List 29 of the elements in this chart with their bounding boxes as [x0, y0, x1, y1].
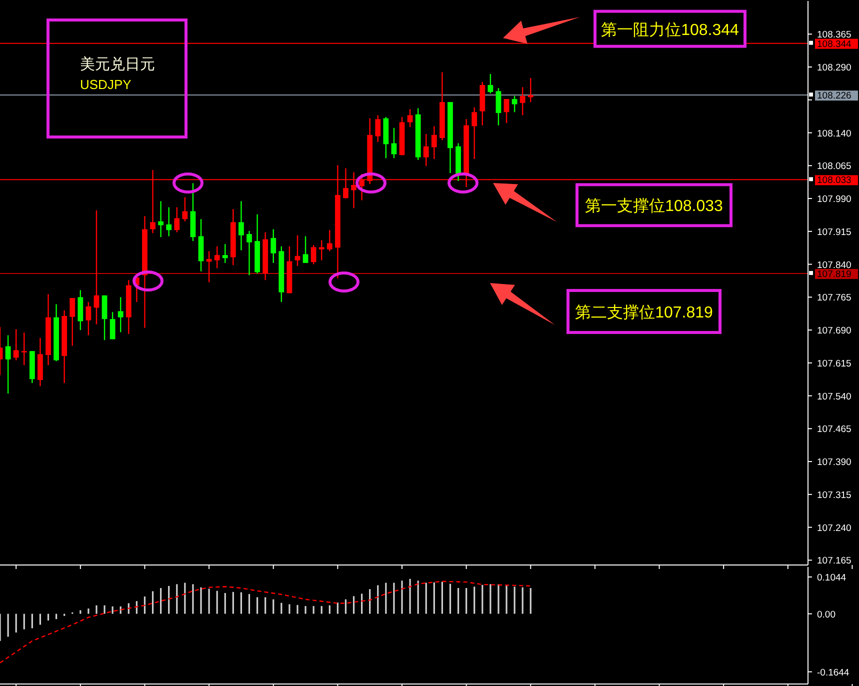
- annotation: 第一阻力位108.344: [601, 20, 740, 39]
- y-tick-label: 108.065: [817, 161, 852, 172]
- y-tick-label: 108.140: [817, 128, 852, 140]
- y-tick-label: 107.990: [817, 194, 852, 206]
- y-tick-label: 107.915: [817, 226, 852, 238]
- y-tick-label: 107.840: [817, 260, 852, 271]
- y-tick-label: 107.390: [817, 457, 852, 468]
- ref-line-label: 107.819: [817, 268, 852, 280]
- y-tick-label: -0.1644: [817, 667, 850, 678]
- annotation: 第二支撑位107.819: [575, 303, 714, 322]
- y-tick-label: 0.1044: [817, 572, 846, 584]
- y-tick-label: 107.615: [817, 358, 852, 370]
- annotation: 第一支撑位108.033: [585, 197, 724, 216]
- line-series: [0, 580, 532, 664]
- y-tick-label: 107.765: [817, 292, 852, 304]
- y-tick-label: 107.315: [817, 490, 852, 501]
- y-tick-label: 108.365: [817, 30, 852, 41]
- y-tick-label: 107.540: [817, 391, 852, 402]
- ref-line-label: 108.344: [817, 38, 852, 50]
- y-tick-label: 107.465: [817, 424, 852, 436]
- y-tick-label: 108.290: [817, 62, 852, 74]
- text: USDJPY: [80, 77, 132, 92]
- y-tick-label: 107.240: [817, 522, 852, 534]
- y-tick-label: 107.690: [817, 326, 852, 337]
- ref-line-label: 108.033: [817, 175, 852, 186]
- ref-line-label: 108.226: [817, 90, 852, 102]
- text: 美元兑日元: [80, 56, 155, 73]
- y-tick-label: 107.165: [817, 556, 852, 567]
- y-tick-label: 0.00: [817, 609, 836, 620]
